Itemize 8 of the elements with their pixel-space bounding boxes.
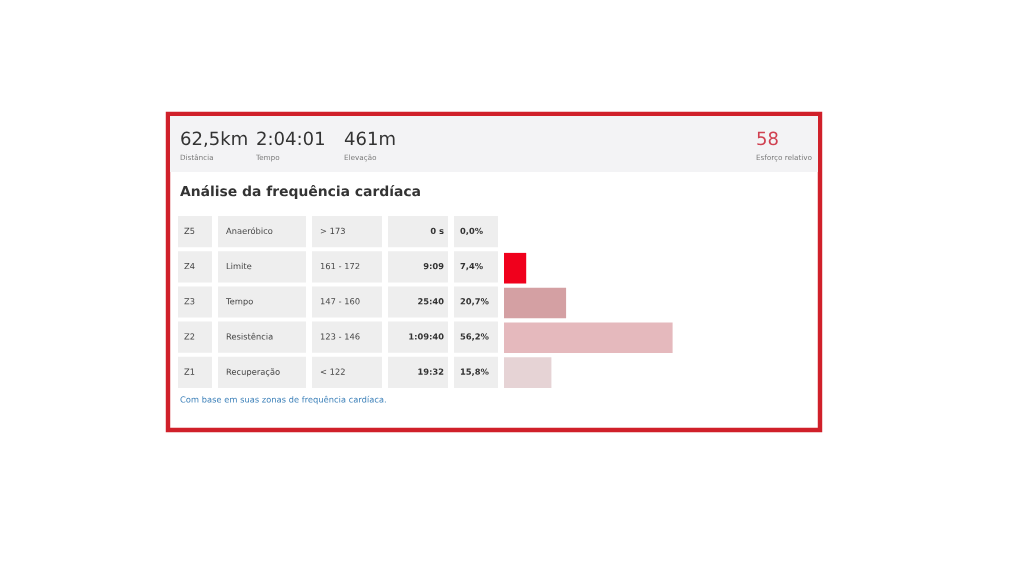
text: 58: [757, 131, 778, 146]
bar: [504, 357, 552, 388]
bar: [504, 287, 567, 319]
bar: [504, 252, 527, 284]
bar: [504, 322, 673, 354]
text: 461m: [344, 131, 395, 146]
text: 62,5km: [181, 131, 247, 148]
text: 2:04:01: [257, 131, 324, 146]
